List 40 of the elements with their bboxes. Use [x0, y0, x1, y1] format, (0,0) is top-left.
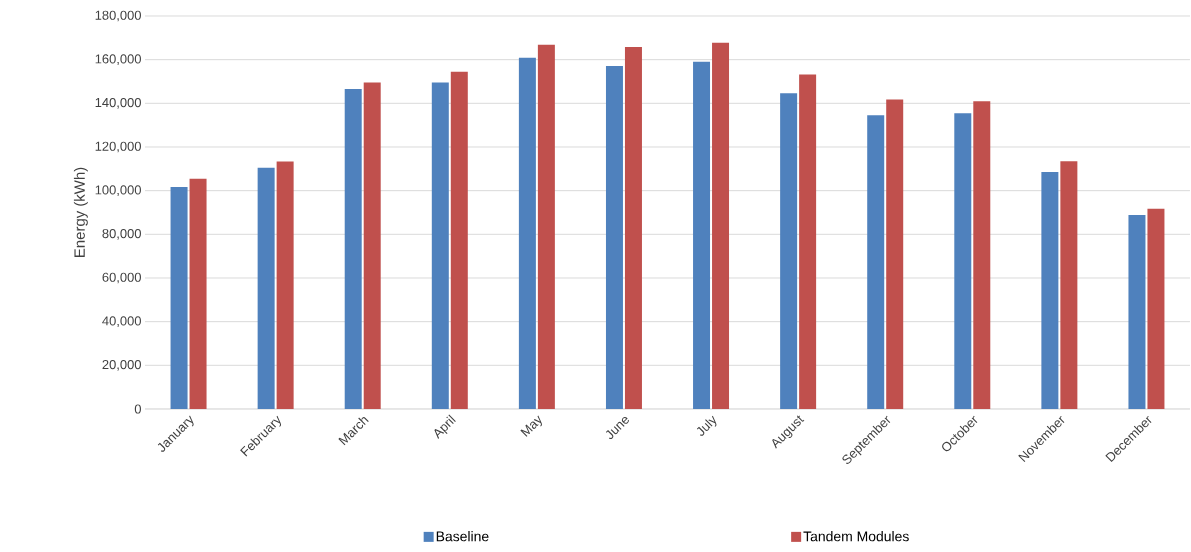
bar [1147, 208, 1165, 409]
y-tick-label: 0 [134, 404, 141, 414]
bar [344, 88, 362, 409]
y-tick-label: 20,000 [102, 359, 141, 371]
y-tick-label: 140,000 [95, 97, 141, 109]
x-tick-label: July [696, 415, 717, 436]
y-tick-label: 40,000 [102, 316, 141, 327]
bar [431, 82, 449, 409]
bar [450, 71, 468, 409]
bar [867, 115, 885, 409]
bar [954, 113, 972, 409]
x-tick-label: June [605, 416, 629, 440]
y-tick-label: 60,000 [102, 272, 141, 284]
x-tick-label: May [520, 415, 542, 437]
y-tick-label: 160,000 [95, 54, 141, 65]
bar [518, 57, 536, 409]
bar [605, 65, 623, 409]
bar [693, 61, 711, 409]
bar [189, 178, 207, 409]
bar [780, 93, 798, 409]
bar [363, 82, 381, 409]
bar [624, 46, 642, 409]
bar [1041, 171, 1059, 409]
bar [1128, 215, 1146, 409]
bar [712, 42, 730, 409]
bar [276, 161, 294, 409]
bar [886, 99, 904, 409]
y-tick-label: 120,000 [95, 141, 141, 153]
bar [537, 44, 555, 409]
bar [1060, 161, 1078, 409]
legend-label: Tandem Modules [803, 531, 909, 542]
bar [257, 167, 275, 409]
y-tick-label: 100,000 [95, 185, 141, 196]
bar [799, 74, 817, 409]
y-tick-label: 180,000 [95, 10, 141, 22]
bar [973, 101, 991, 409]
legend-label: Baseline [436, 531, 489, 542]
bar [170, 186, 188, 409]
y-tick-label: 80,000 [102, 228, 141, 240]
y-axis-title: Energy (kWh) [73, 167, 88, 257]
